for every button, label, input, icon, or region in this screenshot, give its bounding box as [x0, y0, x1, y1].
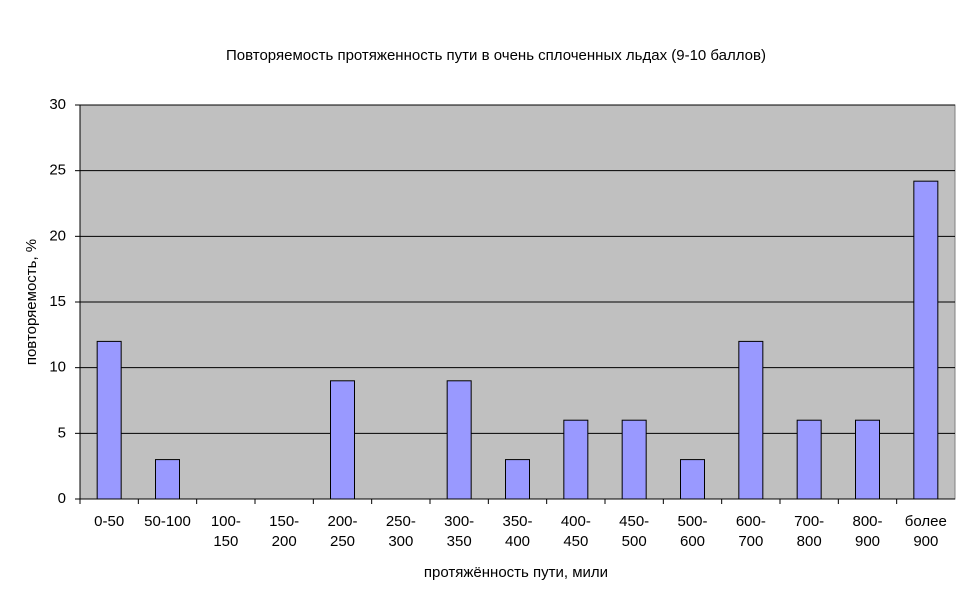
- bar: [155, 459, 180, 500]
- bar: [330, 380, 355, 500]
- bar: [913, 180, 939, 500]
- bar: [796, 419, 822, 500]
- bar: [96, 340, 122, 500]
- bar: [505, 459, 530, 500]
- x-tick-label: 450-500: [619, 513, 650, 550]
- bar: [446, 380, 472, 500]
- y-tick-label: 25: [49, 162, 66, 179]
- bar: [563, 419, 589, 500]
- x-tick-label: 400-450: [560, 513, 591, 550]
- bar: [738, 340, 764, 500]
- x-tick-label: 150-200: [269, 513, 300, 550]
- chart-title: Повторяемость протяженность пути в очень…: [226, 47, 766, 64]
- y-tick-label: 20: [49, 227, 66, 244]
- x-tick-label: 500-600: [677, 513, 708, 550]
- y-tick-label: 30: [49, 96, 66, 113]
- y-tick-label: 10: [49, 359, 66, 376]
- x-tick-label: 0-50: [94, 513, 125, 530]
- x-tick-label: 300-350: [444, 513, 475, 550]
- x-axis-label: протяжённость пути, мили: [424, 564, 608, 581]
- y-axis-label: повторяемость, %: [23, 239, 40, 365]
- y-tick-label: 0: [58, 490, 66, 507]
- x-tick-label: 700-800: [794, 513, 825, 550]
- bar: [855, 419, 880, 500]
- x-tick-label: более 900: [904, 513, 947, 550]
- y-tick-label: 5: [58, 424, 66, 441]
- x-tick-label: 250-300: [385, 513, 416, 550]
- x-tick-label: 50-100: [144, 513, 191, 530]
- x-tick-label: 600-700: [735, 513, 766, 550]
- bar: [680, 459, 705, 500]
- x-tick-label: 350-400: [502, 513, 533, 550]
- x-tick-label: 800-900: [852, 513, 883, 550]
- x-tick-label: 200-250: [327, 513, 358, 550]
- x-tick-label: 100-150: [210, 513, 241, 550]
- y-tick-label: 15: [49, 293, 66, 310]
- bar: [621, 419, 647, 500]
